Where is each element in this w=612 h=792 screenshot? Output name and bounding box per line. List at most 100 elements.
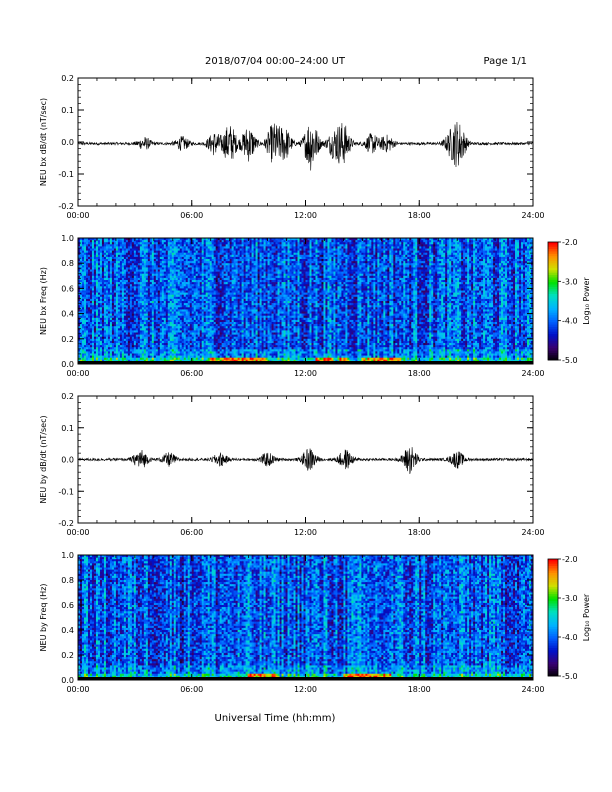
spectrogram-cell (217, 284, 220, 287)
spectrogram-cell (91, 307, 95, 310)
spectrogram-cell (127, 280, 131, 283)
spectrogram-cell (157, 248, 161, 251)
spectrogram-cell (219, 261, 222, 264)
spectrogram-cell (219, 311, 222, 314)
spectrogram-cell (113, 336, 117, 340)
spectrogram-cell (187, 298, 191, 302)
spectrogram-cell (131, 286, 135, 289)
spectrogram-cell (121, 296, 125, 300)
spectrogram-cell (97, 305, 101, 308)
spectrogram-cell (117, 313, 121, 316)
spectrogram-cell (139, 326, 143, 329)
spectrogram-cell (91, 357, 95, 361)
spectrogram-cell (137, 357, 141, 361)
spectrogram-cell (173, 263, 177, 266)
spectrogram-cell (113, 338, 117, 342)
spectrogram-cell (137, 328, 141, 331)
spectrogram-cell (159, 265, 163, 268)
spectrogram-cell (83, 288, 87, 291)
spectrogram-cell (167, 290, 171, 293)
spectrogram-cell (233, 298, 236, 302)
spectrogram-cell (105, 338, 109, 342)
spectrogram-cell (85, 271, 89, 274)
spectrogram-cell (185, 269, 189, 272)
spectrogram-cell (227, 353, 230, 356)
spectrogram-cell (167, 334, 171, 337)
spectrogram-cell (167, 248, 171, 251)
spectrogram-cell (169, 309, 173, 312)
spectrogram-cell (85, 347, 89, 350)
spectrogram-cell (125, 351, 129, 354)
spectrogram-cell (101, 313, 105, 316)
spectrogram-cell (197, 256, 201, 260)
spectrogram-cell (185, 347, 189, 350)
spectrogram-cell (119, 319, 123, 323)
spectrogram-cell (153, 334, 157, 337)
spectrogram-cell (99, 246, 103, 249)
spectrogram-cell (123, 242, 127, 245)
spectrogram-cell (141, 322, 145, 325)
spectrogram-cell (80, 326, 83, 329)
spectrogram-cell (111, 284, 115, 287)
spectrogram-cell (175, 319, 179, 323)
spectrogram-cell (115, 250, 119, 253)
spectrogram-cell (83, 280, 87, 283)
spectrogram-cell (133, 347, 137, 350)
spectrogram-cell (83, 298, 87, 302)
spectrogram-cell (78, 309, 81, 312)
spectrogram-cell (215, 294, 218, 298)
spectrogram-cell (119, 351, 123, 354)
spectrogram-cell (109, 240, 113, 243)
spectrogram-cell (99, 313, 103, 316)
spectrogram-cell (153, 269, 157, 272)
spectrogram-cell (179, 330, 183, 333)
spectrogram-cell (203, 345, 207, 348)
spectrogram-cell (235, 328, 238, 331)
spectrogram-cell (171, 284, 175, 287)
spectrogram-cell (213, 328, 216, 331)
spectrogram-cell (93, 345, 97, 348)
spectrogram-cell (129, 290, 133, 293)
spectrogram-cell (219, 349, 222, 352)
spectrogram-cell (135, 286, 139, 289)
spectrogram-cell (149, 303, 153, 306)
spectrogram-cell (151, 357, 155, 361)
spectrogram-cell (99, 357, 103, 361)
spectrogram-cell (191, 244, 195, 247)
spectrogram-cell (103, 254, 107, 258)
spectrogram-cell (157, 324, 161, 327)
spectrogram-cell (80, 307, 83, 310)
spectrogram-cell (231, 322, 234, 325)
spectrogram-cell (153, 298, 157, 302)
spectrogram-cell (131, 311, 135, 314)
spectrogram-cell (89, 242, 93, 245)
spectrogram-cell (223, 282, 226, 285)
spectrogram-cell (87, 294, 91, 298)
spectrogram-cell (153, 338, 157, 342)
spectrogram-cell (117, 263, 121, 266)
spectrogram-cell (133, 322, 137, 325)
spectrogram-cell (83, 275, 87, 279)
spectrogram-cell (113, 280, 117, 283)
spectrogram-cell (145, 265, 149, 268)
spectrogram-cell (233, 328, 236, 331)
spectrogram-cell (85, 246, 89, 249)
spectrogram-cell (195, 292, 199, 295)
spectrogram-cell (203, 315, 207, 319)
spectrogram-cell (95, 269, 99, 272)
spectrogram-cell (159, 298, 163, 302)
spectrogram-cell (133, 315, 137, 319)
spectrogram-cell (89, 254, 93, 258)
spectrogram-cell (153, 317, 157, 321)
spectrogram-cell (109, 347, 113, 350)
spectrogram-cell (121, 259, 125, 262)
spectrogram-cell (131, 244, 135, 247)
spectrogram-cell (85, 324, 89, 327)
spectrogram-cell (139, 309, 143, 312)
spectrogram-cell (111, 313, 115, 316)
spectrogram-cell (155, 290, 159, 293)
spectrogram-cell (181, 259, 185, 262)
spectrogram-cell (97, 256, 101, 260)
spectrogram-cell (99, 271, 103, 274)
spectrogram-cell (213, 311, 216, 314)
